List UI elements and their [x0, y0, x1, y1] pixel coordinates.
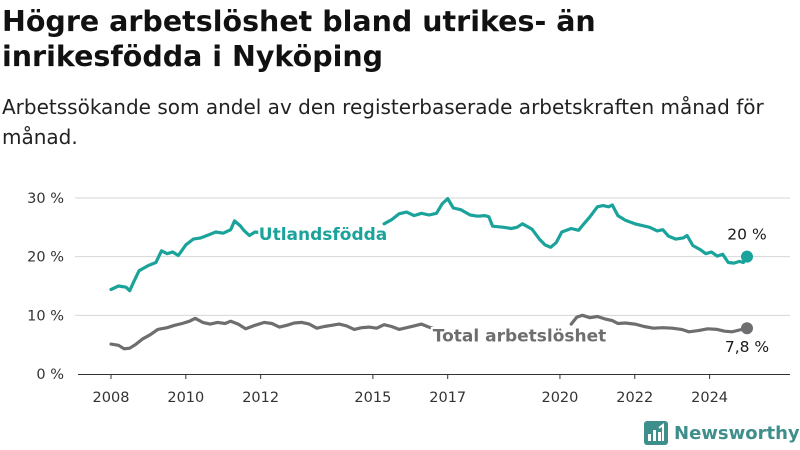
chart-subtitle: Arbetssökande som andel av den registerb… [2, 95, 764, 149]
series-labels: Utlandsfödda 20 % Total arbetslöshet 7,8 % [257, 223, 769, 356]
x-tick-label: 2024 [691, 390, 728, 406]
series-label: Utlandsfödda [259, 225, 388, 245]
x-tick-label: 2008 [93, 390, 130, 406]
end-value-label: 7,8 % [725, 338, 769, 356]
x-tick-label: 2010 [167, 390, 204, 406]
newsworthy-logo: Newsworthy [644, 419, 800, 447]
y-tick-label: 10 % [27, 308, 64, 324]
series-line-total-arbetslöshet [109, 316, 439, 351]
x-tick-label: 2022 [616, 390, 653, 406]
x-tick-label: 2020 [541, 390, 578, 406]
series-lines [109, 197, 749, 351]
y-tick-label: 0 % [36, 367, 64, 383]
x-tick-label: 2017 [429, 390, 466, 406]
series-label: Total arbetslöshet [433, 327, 607, 347]
end-value-label: 20 % [727, 226, 766, 244]
series-line-utlandsfödda [109, 219, 263, 293]
chart-title: Högre arbetslöshet bland utrikes- än inr… [2, 5, 596, 73]
series-line-utlandsfödda [382, 197, 749, 265]
x-tick-label: 2015 [354, 390, 391, 406]
x-tick-label: 2012 [242, 390, 279, 406]
end-point-utlandsfödda [741, 250, 753, 263]
x-axis: 2008 2010 2012 2015 2017 2020 2022 2024 [78, 374, 790, 406]
end-point-total-arbetslöshet [741, 322, 753, 335]
gridlines [75, 197, 790, 316]
end-markers [741, 250, 753, 335]
series-line-total-arbetslöshet [569, 313, 749, 334]
y-tick-label: 30 % [27, 191, 64, 207]
brand-name: Newsworthy [674, 422, 800, 444]
y-tick-label: 20 % [27, 250, 64, 266]
y-axis: 0 % 10 % 20 % 30 % [27, 191, 64, 383]
bar-chart-logo-icon [644, 421, 668, 445]
